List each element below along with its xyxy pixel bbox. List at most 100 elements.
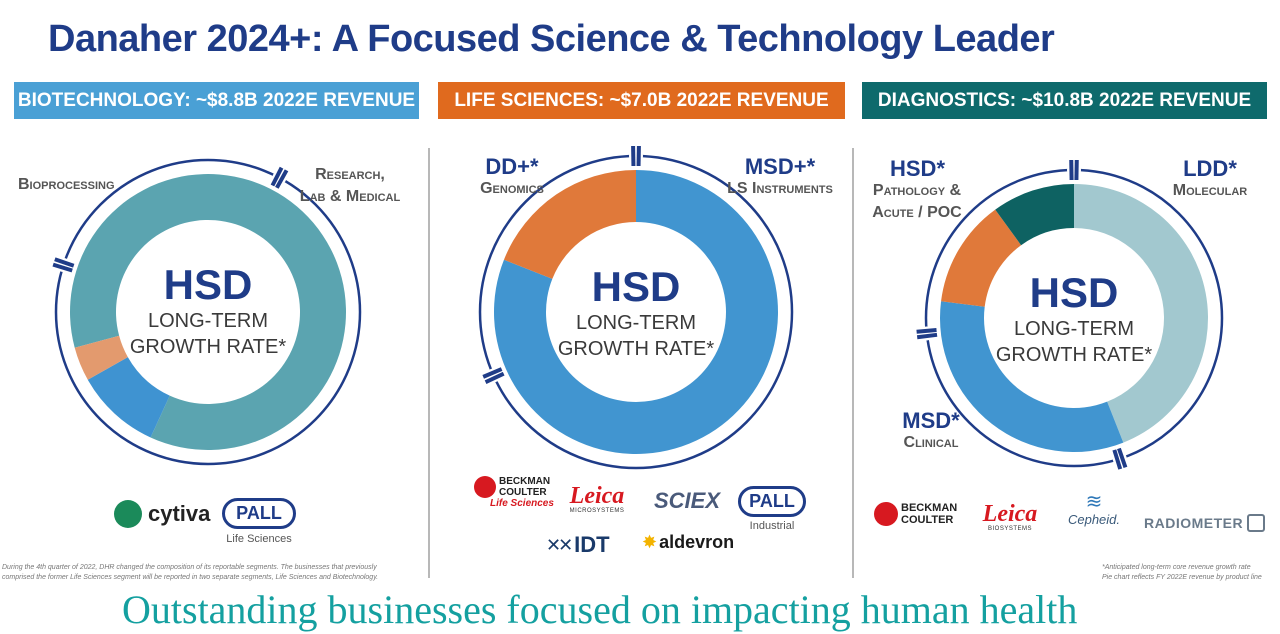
footnote-growth: *Anticipated long-term core revenue grow… <box>1102 563 1278 583</box>
biotech-center-hsd: HSD <box>163 261 253 308</box>
radiometer-icon <box>1247 514 1266 532</box>
pall-industrial-subtitle: Industrial <box>749 520 795 532</box>
biotech-center-line1: LONG-TERM <box>148 310 268 332</box>
label-msd-clinical: MSD* Clinical <box>894 410 968 454</box>
banner-life-sciences: LIFE SCIENCES: ~$7.0B 2022E REVENUE <box>438 82 845 119</box>
logo-pall-industrial: PALL Industrial <box>738 486 806 532</box>
beckman-diag-line2: COULTER <box>901 514 954 526</box>
footnote-growth-line1: *Anticipated long-term core revenue grow… <box>1102 564 1251 571</box>
footnote-segments: During the 4th quarter of 2022, DHR chan… <box>2 563 422 583</box>
footnote-segments-line2: comprised the former Life Sciences segme… <box>2 574 379 581</box>
logo-leica-microsystems: Leica MICROSYSTEMS <box>566 484 628 514</box>
label-msd-instruments: MSD+* LS Instruments <box>720 156 840 200</box>
aldevron-icon: ✸ <box>642 532 658 552</box>
label-ldd-molecular: LDD* Molecular <box>1164 158 1256 202</box>
biotech-center-line2: GROWTH RATE* <box>129 336 287 358</box>
label-dd: DD+* <box>485 154 539 179</box>
aldevron-wordmark: aldevron <box>659 532 735 552</box>
donut-slice-1 <box>87 357 170 438</box>
leica-bio-wordmark: Leica <box>982 501 1038 527</box>
logo-cepheid: ≋ Cepheid. <box>1062 492 1126 527</box>
biotech-center: HSD LONG-TERM GROWTH RATE* <box>128 262 288 360</box>
diag-center: HSD LONG-TERM GROWTH RATE* <box>994 270 1154 368</box>
label-molecular: Molecular <box>1172 182 1248 199</box>
beckman-line1: BECKMAN <box>499 476 551 487</box>
diag-center-line2: GROWTH RATE* <box>995 344 1153 366</box>
cytiva-icon <box>114 500 142 528</box>
diag-center-hsd: HSD <box>1029 269 1119 316</box>
idt-wordmark: IDT <box>574 532 610 557</box>
ring-break-mark <box>1067 159 1081 181</box>
label-pathology-line2: Acute / POC <box>872 204 962 221</box>
lifesci-center-line1: LONG-TERM <box>576 312 696 334</box>
ring-break-mark <box>270 166 289 189</box>
label-research-line1: Research, <box>315 166 385 183</box>
lifesci-center-line2: GROWTH RATE* <box>557 338 715 360</box>
pall-subtitle: Life Sciences <box>226 533 292 545</box>
beckman-diag-icon <box>874 502 898 526</box>
donut-slice-1 <box>940 301 1124 453</box>
logo-cytiva: cytiva <box>114 500 210 528</box>
label-msd-diag: MSD* <box>902 408 960 433</box>
ring-break-mark <box>482 367 505 384</box>
banner-diagnostics: DIAGNOSTICS: ~$10.8B 2022E REVENUE <box>862 82 1267 119</box>
donut-slice-2 <box>74 335 128 380</box>
donut-slice-0 <box>1074 184 1209 443</box>
lifesci-center: HSD LONG-TERM GROWTH RATE* <box>556 264 716 362</box>
divider-left <box>428 148 430 578</box>
pall-industrial-wordmark: PALL <box>738 486 806 517</box>
label-research-line2: Lab & Medical <box>299 188 401 205</box>
label-bioprocessing: Bioprocessing <box>18 176 115 193</box>
logo-radiometer: RADIOMETER <box>1144 514 1266 532</box>
diag-center-line1: LONG-TERM <box>1014 318 1134 340</box>
donut-slice-2 <box>941 209 1022 307</box>
label-hsd-diag: HSD* <box>890 156 946 181</box>
leica-wordmark: Leica <box>569 483 625 509</box>
page-title: Danaher 2024+: A Focused Science & Techn… <box>48 18 1055 60</box>
logo-idt: ✕✕ IDT <box>546 532 610 558</box>
ring-break-mark <box>1112 447 1128 470</box>
footnote-segments-line1: During the 4th quarter of 2022, DHR chan… <box>2 564 377 571</box>
donut-diagnostics <box>916 159 1224 470</box>
outer-ring <box>54 158 362 466</box>
label-pathology-line1: Pathology & <box>872 182 962 199</box>
leica-subtitle: MICROSYSTEMS <box>569 508 625 514</box>
logo-pall-life-sciences: PALL Life Sciences <box>222 498 296 545</box>
donut-slice-1 <box>503 170 636 279</box>
beckman-life-sciences: Life Sciences <box>490 498 554 509</box>
tagline: Outstanding businesses focused on impact… <box>122 587 1078 632</box>
logo-beckman-coulter-diag: BECKMAN COULTER <box>874 502 957 526</box>
cytiva-wordmark: cytiva <box>148 501 211 526</box>
ring-break-mark <box>52 257 75 273</box>
logo-aldevron: ✸ aldevron <box>642 532 734 553</box>
label-research: Research, Lab & Medical <box>292 164 408 208</box>
leica-bio-subtitle: BIOSYSTEMS <box>987 526 1032 532</box>
pall-wordmark: PALL <box>222 498 296 529</box>
label-dd-genomics: DD+* Genomics <box>470 156 554 200</box>
logo-beckman-coulter-ls: BECKMAN COULTER Life Sciences <box>474 476 554 509</box>
lifesci-center-hsd: HSD <box>591 263 681 310</box>
divider-right <box>852 148 854 578</box>
radiometer-wordmark: RADIOMETER <box>1144 515 1244 531</box>
label-clinical: Clinical <box>903 434 959 451</box>
donut-slice-0 <box>494 170 778 454</box>
logo-leica-biosystems: Leica BIOSYSTEMS <box>978 502 1042 532</box>
label-ls-instruments: LS Instruments <box>727 180 833 197</box>
banner-biotechnology: BIOTECHNOLOGY: ~$8.8B 2022E REVENUE <box>14 82 419 119</box>
beckman-icon <box>474 476 496 498</box>
beckman-diag-line1: BECKMAN <box>901 502 958 514</box>
cepheid-icon: ≋ <box>1085 491 1103 513</box>
footnote-growth-line2: Pie chart reflects FY 2022E revenue by p… <box>1102 574 1262 581</box>
label-genomics: Genomics <box>480 180 544 197</box>
label-msd-ls: MSD+* <box>744 154 816 179</box>
donut-biotechnology <box>52 158 362 466</box>
ring-break-mark <box>629 145 643 167</box>
label-ldd: LDD* <box>1183 156 1237 181</box>
label-hsd-pathology: HSD* Pathology & Acute / POC <box>862 158 972 224</box>
cepheid-wordmark: Cepheid. <box>1067 512 1121 527</box>
donut-life-sciences <box>478 145 794 470</box>
ring-break-mark <box>916 326 938 341</box>
beckman-line2: COULTER <box>499 487 547 498</box>
dna-helix-icon: ✕✕ <box>546 534 573 555</box>
